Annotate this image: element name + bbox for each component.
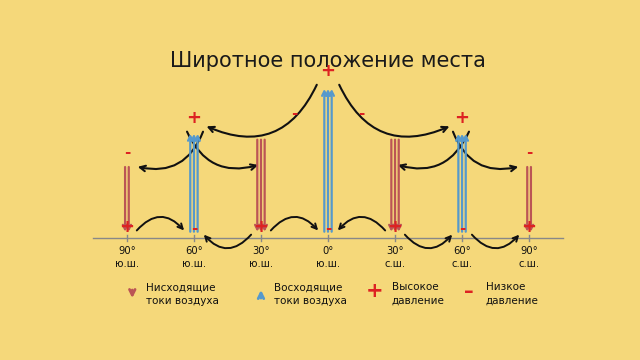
Text: 60°
с.ш.: 60° с.ш. bbox=[451, 246, 472, 269]
Text: Низкое
давление: Низкое давление bbox=[486, 283, 538, 306]
Text: -: - bbox=[459, 221, 465, 237]
Text: Высокое
давление: Высокое давление bbox=[392, 283, 445, 306]
Text: –: – bbox=[464, 282, 474, 301]
Text: 0°
ю.ш.: 0° ю.ш. bbox=[316, 246, 340, 269]
Text: Восходящие
токи воздуха: Восходящие токи воздуха bbox=[275, 283, 348, 306]
Text: -: - bbox=[291, 106, 298, 121]
Text: -: - bbox=[124, 145, 130, 160]
Text: 30°
ю.ш.: 30° ю.ш. bbox=[249, 246, 273, 269]
FancyArrowPatch shape bbox=[405, 235, 451, 248]
FancyArrowPatch shape bbox=[137, 217, 182, 230]
Text: +: + bbox=[522, 219, 536, 237]
FancyArrowPatch shape bbox=[339, 217, 385, 230]
Text: +: + bbox=[321, 62, 335, 80]
FancyArrowPatch shape bbox=[205, 235, 251, 248]
Text: 90°
с.ш.: 90° с.ш. bbox=[518, 246, 540, 269]
Text: -: - bbox=[325, 221, 331, 237]
FancyArrowPatch shape bbox=[209, 85, 317, 137]
Text: +: + bbox=[454, 109, 470, 127]
FancyArrowPatch shape bbox=[472, 235, 518, 248]
FancyArrowPatch shape bbox=[140, 132, 203, 171]
Text: 30°
с.ш.: 30° с.ш. bbox=[385, 246, 406, 269]
FancyArrowPatch shape bbox=[187, 132, 256, 170]
FancyArrowPatch shape bbox=[339, 85, 447, 137]
Text: -: - bbox=[191, 221, 197, 237]
Text: Нисходящие
токи воздуха: Нисходящие токи воздуха bbox=[146, 283, 219, 306]
Text: -: - bbox=[358, 106, 365, 121]
Text: +: + bbox=[366, 281, 384, 301]
Text: +: + bbox=[120, 219, 134, 237]
Text: +: + bbox=[253, 219, 268, 237]
FancyArrowPatch shape bbox=[271, 217, 317, 230]
FancyArrowPatch shape bbox=[453, 132, 516, 171]
Text: +: + bbox=[388, 219, 403, 237]
Text: +: + bbox=[186, 109, 202, 127]
Text: Широтное положение места: Широтное положение места bbox=[170, 51, 486, 71]
Text: 60°
ю.ш.: 60° ю.ш. bbox=[182, 246, 206, 269]
FancyArrowPatch shape bbox=[400, 132, 469, 170]
Text: 90°
ю.ш.: 90° ю.ш. bbox=[115, 246, 139, 269]
Text: -: - bbox=[526, 145, 532, 160]
